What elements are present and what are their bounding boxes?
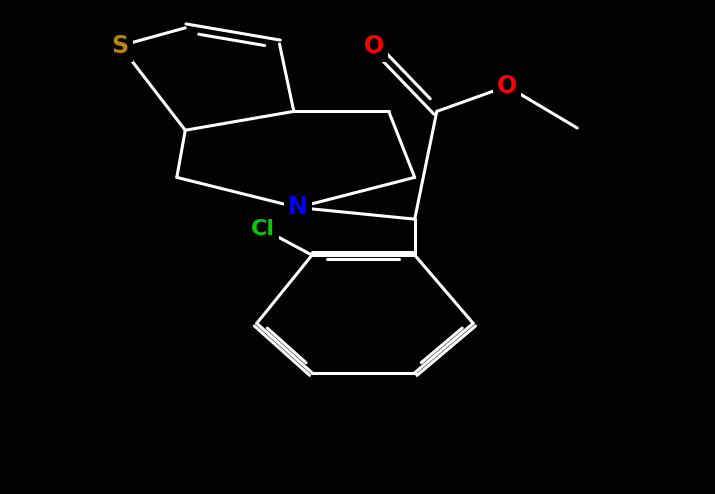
Text: O: O: [364, 34, 384, 58]
Text: Cl: Cl: [251, 219, 275, 239]
Text: O: O: [497, 74, 517, 98]
Text: S: S: [112, 34, 129, 58]
Text: N: N: [288, 196, 307, 219]
